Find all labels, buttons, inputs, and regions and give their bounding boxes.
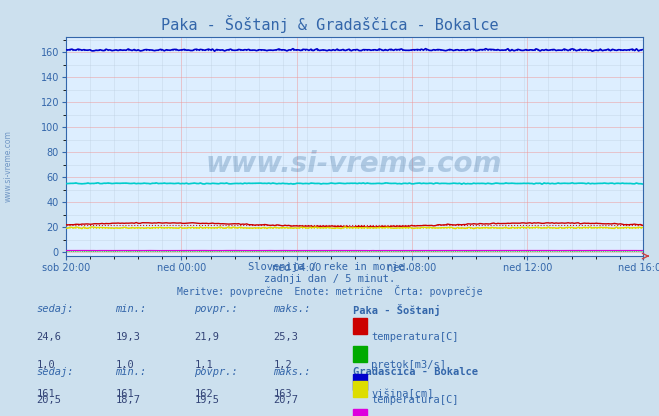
Text: 161: 161	[115, 389, 134, 399]
Text: povpr.:: povpr.:	[194, 304, 238, 314]
Text: 1,0: 1,0	[115, 360, 134, 370]
Text: zadnji dan / 5 minut.: zadnji dan / 5 minut.	[264, 274, 395, 284]
Text: 1,0: 1,0	[36, 360, 55, 370]
Text: temperatura[C]: temperatura[C]	[371, 395, 459, 405]
Text: povpr.:: povpr.:	[194, 367, 238, 377]
Text: pretok[m3/s]: pretok[m3/s]	[371, 360, 446, 370]
Text: 1,2: 1,2	[273, 360, 292, 370]
Text: temperatura[C]: temperatura[C]	[371, 332, 459, 342]
Text: maks.:: maks.:	[273, 367, 311, 377]
Text: Slovenija / reke in morje.: Slovenija / reke in morje.	[248, 262, 411, 272]
Text: maks.:: maks.:	[273, 304, 311, 314]
Text: sedaj:: sedaj:	[36, 304, 74, 314]
Text: www.si-vreme.com: www.si-vreme.com	[3, 131, 13, 202]
Text: 21,9: 21,9	[194, 332, 219, 342]
Text: min.:: min.:	[115, 367, 146, 377]
Text: 162: 162	[194, 389, 213, 399]
Text: 20,7: 20,7	[273, 395, 299, 405]
Text: 25,3: 25,3	[273, 332, 299, 342]
Text: 19,3: 19,3	[115, 332, 140, 342]
Text: Paka - Šoštanj: Paka - Šoštanj	[353, 304, 440, 316]
Text: www.si-vreme.com: www.si-vreme.com	[206, 150, 502, 178]
Text: Meritve: povprečne  Enote: metrične  Črta: povprečje: Meritve: povprečne Enote: metrične Črta:…	[177, 285, 482, 297]
Text: 19,5: 19,5	[194, 395, 219, 405]
Text: 1,1: 1,1	[194, 360, 213, 370]
Text: min.:: min.:	[115, 304, 146, 314]
Text: Paka - Šoštanj & Gradaščica - Bokalce: Paka - Šoštanj & Gradaščica - Bokalce	[161, 15, 498, 32]
Text: 20,5: 20,5	[36, 395, 61, 405]
Text: Gradaščica - Bokalce: Gradaščica - Bokalce	[353, 367, 478, 377]
Text: 161: 161	[36, 389, 55, 399]
Text: 18,7: 18,7	[115, 395, 140, 405]
Text: 163: 163	[273, 389, 292, 399]
Text: 24,6: 24,6	[36, 332, 61, 342]
Text: sedaj:: sedaj:	[36, 367, 74, 377]
Text: višina[cm]: višina[cm]	[371, 389, 434, 399]
